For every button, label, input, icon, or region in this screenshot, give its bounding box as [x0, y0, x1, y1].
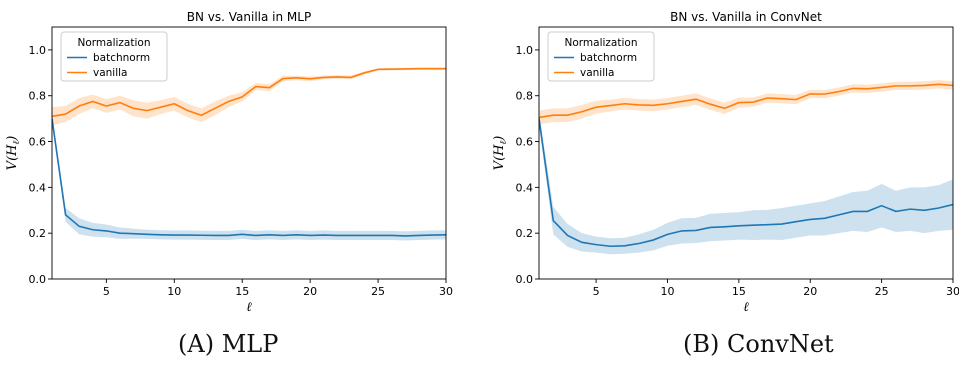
y-tick-label: 0.2	[29, 227, 47, 240]
caption-text: MLP	[221, 330, 279, 358]
y-tick-label: 0.0	[516, 273, 534, 286]
chart-mlp: 5 10 15 20 25 30 0.0 0.2 0.4 0.6 0.8 1.0 BN vs. Vani…	[5, 10, 453, 315]
series-line-batchnorm	[52, 118, 446, 237]
x-tick-label: 25	[875, 285, 889, 298]
x-tick-label: 5	[103, 285, 110, 298]
chart-title: BN vs. Vanilla in MLP	[187, 10, 311, 24]
legend-label-batchnorm: batchnorm	[93, 52, 150, 64]
x-axis-label: ℓ	[743, 300, 749, 315]
caption-tag: (A)	[178, 330, 215, 358]
x-tick-label: 25	[371, 285, 385, 298]
x-tick-label: 15	[235, 285, 249, 298]
legend-title: Normalization	[565, 37, 638, 49]
caption-convnet: (B) ConvNet	[683, 330, 834, 358]
confidence-band-batchnorm	[52, 114, 446, 241]
y-tick-label: 0.0	[29, 273, 47, 286]
y-tick-label: 0.8	[516, 90, 534, 103]
legend-box	[547, 31, 655, 82]
y-tick-label: 0.4	[516, 181, 534, 194]
x-tick-label: 20	[803, 285, 817, 298]
x-tick-label: 15	[732, 285, 746, 298]
y-axis-label: V(Hℓ)	[492, 136, 509, 171]
series-line-batchnorm	[539, 118, 953, 248]
y-tick-label: 1.0	[516, 44, 534, 57]
y-tick-label: 0.6	[516, 136, 534, 149]
plot-area	[539, 80, 953, 255]
legend: Normalization batchnorm vanilla	[60, 31, 168, 82]
x-axis-label: ℓ	[246, 300, 252, 315]
series-line-vanilla	[539, 83, 953, 119]
legend-label-vanilla: vanilla	[93, 67, 128, 79]
y-tick-label: 1.0	[29, 44, 47, 57]
legend-label-vanilla: vanilla	[580, 67, 615, 79]
legend: Normalization batchnorm vanilla	[547, 31, 655, 82]
y-tick-label: 0.4	[29, 181, 47, 194]
y-tick-label: 0.6	[29, 136, 47, 149]
legend-title: Normalization	[78, 37, 151, 49]
chart-convnet: 5 10 15 20 25 30 0.0 0.2 0.4 0.6 0.8 1.0 BN vs. Vani…	[492, 10, 959, 315]
x-tick-label: 30	[946, 285, 959, 298]
legend-label-batchnorm: batchnorm	[580, 52, 637, 64]
chart-title: BN vs. Vanilla in ConvNet	[670, 10, 822, 24]
y-tick-label: 0.8	[29, 90, 47, 103]
x-tick-label: 5	[593, 285, 600, 298]
y-axis-label: V(Hℓ)	[5, 136, 22, 171]
axes-frame	[538, 26, 954, 280]
caption-tag: (B)	[683, 330, 720, 358]
confidence-band-batchnorm	[539, 111, 953, 255]
confidence-band-vanilla	[52, 67, 446, 126]
x-tick-label: 20	[303, 285, 317, 298]
x-tick-label: 10	[660, 285, 674, 298]
legend-box	[60, 31, 168, 82]
x-tick-label: 10	[167, 285, 181, 298]
caption-mlp: (A) MLP	[178, 330, 278, 358]
x-tick-label: 30	[439, 285, 453, 298]
y-tick-label: 0.2	[516, 227, 534, 240]
caption-text: ConvNet	[727, 330, 834, 358]
axes-frame	[51, 26, 447, 280]
plot-area	[52, 67, 446, 241]
series-line-vanilla	[52, 67, 446, 118]
